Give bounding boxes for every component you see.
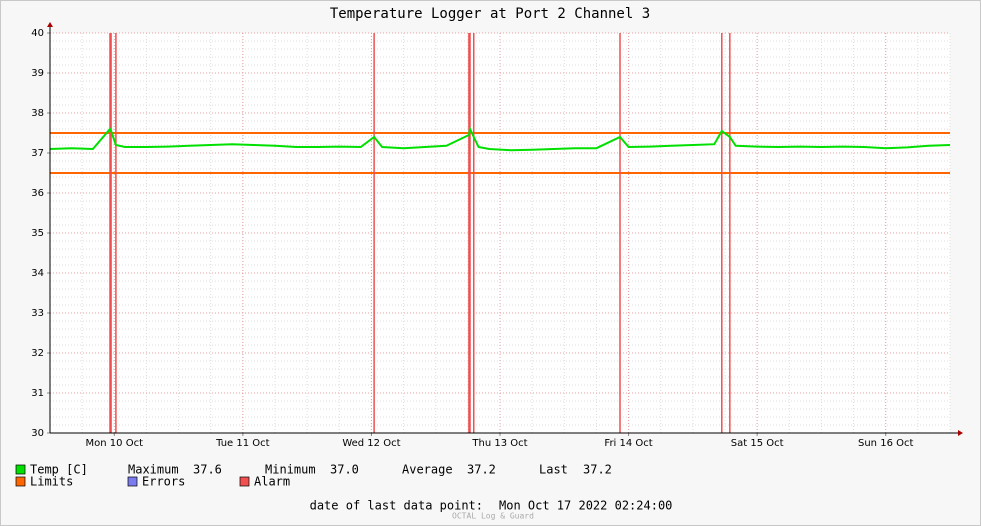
- legend-swatch: [15, 464, 26, 475]
- stat-label: Last: [539, 463, 568, 477]
- y-arrow: [47, 22, 53, 27]
- stat-label: Maximum: [128, 463, 179, 477]
- y-tick-label: 39: [31, 68, 44, 79]
- legend-label: Alarm: [254, 475, 290, 489]
- y-tick-label: 33: [31, 308, 44, 319]
- legend-label: Limits: [30, 475, 73, 489]
- data-line: [49, 125, 951, 152]
- x-tick-label: Sat 15 Oct: [731, 438, 784, 449]
- x-tick-label: Wed 12 Oct: [342, 438, 400, 449]
- y-tick-label: 36: [31, 188, 44, 199]
- y-tick-label: 30: [31, 428, 44, 439]
- stat-label: Average: [402, 463, 453, 477]
- legend-swatch: [239, 476, 250, 487]
- watermark: OCTAL Log & Guard: [452, 512, 534, 521]
- y-tick-label: 32: [31, 348, 44, 359]
- x-tick-label: Fri 14 Oct: [604, 438, 652, 449]
- chart-title: Temperature Logger at Port 2 Channel 3: [330, 6, 650, 22]
- legend-swatch: [127, 476, 138, 487]
- stat-label: Minimum: [265, 463, 316, 477]
- stat-value: 37.2: [467, 463, 496, 477]
- x-tick-label: Sun 16 Oct: [858, 438, 913, 449]
- y-tick-label: 35: [31, 228, 44, 239]
- footer-label: date of last data point:: [310, 499, 483, 513]
- stat-value: 37.2: [583, 463, 612, 477]
- stat-value: 37.6: [193, 463, 222, 477]
- x-tick-label: Mon 10 Oct: [86, 438, 144, 449]
- x-arrow: [958, 430, 963, 436]
- y-tick-label: 38: [31, 108, 44, 119]
- y-tick-label: 37: [31, 148, 44, 159]
- y-tick-label: 34: [31, 268, 44, 279]
- x-tick-label: Tue 11 Oct: [215, 438, 270, 449]
- x-tick-label: Thu 13 Oct: [471, 438, 527, 449]
- legend-swatch: [15, 476, 26, 487]
- legend-label: Errors: [142, 475, 185, 489]
- legend-label: Temp [C]: [30, 463, 88, 477]
- y-tick-label: 31: [31, 388, 44, 399]
- footer-value: Mon Oct 17 2022 02:24:00: [499, 499, 672, 513]
- y-tick-label: 40: [31, 28, 44, 39]
- stat-value: 37.0: [330, 463, 359, 477]
